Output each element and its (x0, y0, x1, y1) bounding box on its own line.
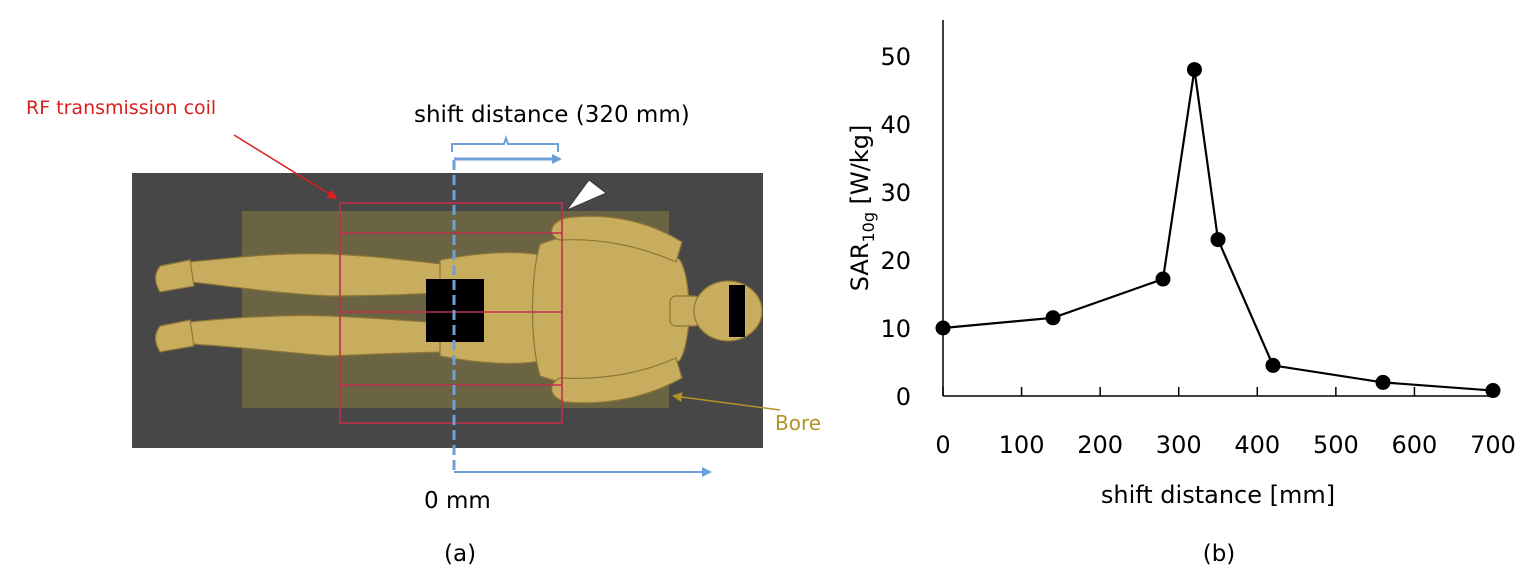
bore-pointer-arrow (672, 392, 781, 411)
y-tick-label: 30 (880, 179, 911, 207)
y-axis-label-sub: 10g (859, 212, 878, 243)
panel-a: RF transmission coil shift distance (320… (26, 97, 821, 567)
data-point (935, 320, 951, 336)
zero-mm-label: 0 mm (424, 488, 491, 514)
x-tick-label: 300 (1156, 431, 1202, 459)
x-tick-label: 500 (1313, 431, 1359, 459)
y-tick-label: 0 (896, 383, 911, 411)
peak-location-triangle (565, 179, 607, 211)
y-tick-label: 20 (880, 247, 911, 275)
sar-chart: 0 10 20 30 40 50 0 100 200 300 400 500 600 700 shift… (846, 20, 1516, 567)
x-tick-label: 200 (1077, 431, 1123, 459)
data-point (1155, 271, 1171, 287)
x-tick-label: 0 (935, 431, 950, 459)
x-tick-label: 400 (1234, 431, 1280, 459)
coil-label: RF transmission coil (26, 97, 216, 119)
data-point (1265, 357, 1281, 373)
sar-points (935, 62, 1501, 399)
shift-brace (451, 134, 559, 152)
y-axis-label-main: SAR (846, 243, 874, 292)
data-point (1045, 310, 1061, 326)
coil-pointer-arrow (233, 134, 338, 200)
shift-distance-label: shift distance (320 mm) (414, 102, 690, 128)
x-tick-label: 600 (1392, 431, 1438, 459)
x-ticks: 0 100 200 300 400 500 600 700 (935, 387, 1516, 459)
rf-coil-outline (339, 202, 563, 424)
bore-label: Bore (775, 411, 821, 435)
x-tick-label: 700 (1470, 431, 1516, 459)
caption-a: (a) (444, 541, 476, 567)
data-point (1186, 62, 1202, 78)
sar-series-line (942, 69, 1494, 392)
data-point (1485, 383, 1501, 399)
y-tick-label: 10 (880, 315, 911, 343)
y-ticks: 0 10 20 30 40 50 (880, 43, 911, 411)
x-tick-label: 100 (999, 431, 1045, 459)
caption-b: (b) (1203, 541, 1236, 567)
y-tick-label: 40 (880, 111, 911, 139)
y-tick-label: 50 (880, 43, 911, 71)
x-axis-label: shift distance [mm] (1101, 481, 1335, 509)
data-point (1375, 374, 1391, 390)
y-axis-label-unit: [W/kg] (846, 125, 874, 212)
privacy-bar-face (729, 285, 745, 337)
data-point (1210, 232, 1226, 248)
y-axis-label: SAR10g [W/kg] (846, 125, 878, 292)
